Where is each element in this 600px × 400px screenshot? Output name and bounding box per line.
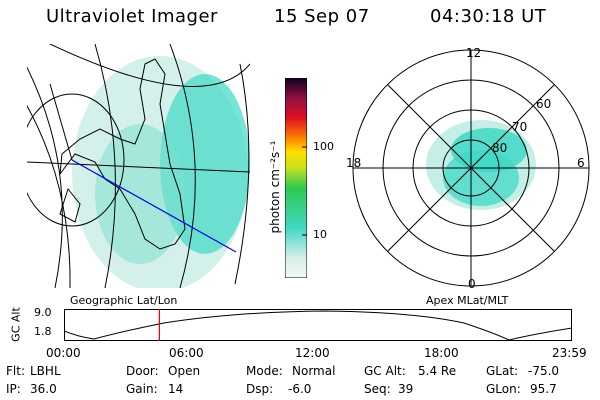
terminator-line <box>71 159 237 253</box>
apex-caption: Apex MLat/MLT <box>426 294 509 307</box>
glat-value: -75.0 <box>528 364 560 378</box>
timeline-xtick-0600: 06:00 <box>169 346 204 360</box>
time-label: 04:30:18 UT <box>430 6 547 27</box>
colorbar-tick-100: 100 <box>313 140 334 153</box>
timeline-ylabel: GC Alt <box>9 307 23 342</box>
dsp-value: -6.0 <box>288 382 312 396</box>
gain-value: 14 <box>168 382 184 396</box>
timeline-ytick-low: 1.8 <box>34 325 52 338</box>
geographic-caption: Geographic Lat/Lon <box>70 294 178 307</box>
mode-value: Normal <box>292 364 336 378</box>
dsp-label: Dsp: <box>246 382 274 396</box>
graticule-lines <box>27 44 250 288</box>
timeline-xtick-0000: 00:00 <box>46 346 81 360</box>
continent-outline <box>59 58 186 250</box>
flt-label: Flt: <box>6 364 25 378</box>
mlat-label-80: 80 <box>492 141 508 155</box>
colorbar <box>285 78 307 278</box>
timeline-xtick-1200: 12:00 <box>295 346 330 360</box>
mlt-label-18: 18 <box>346 156 362 170</box>
mlt-label-6: 6 <box>577 156 585 170</box>
altitude-timeline <box>64 309 572 341</box>
mlt-label-0: 0 <box>468 277 476 291</box>
instrument-title: Ultraviolet Imager <box>46 6 218 27</box>
timeline-xtick-2359: 23:59 <box>552 346 587 360</box>
mlat-label-60: 60 <box>536 97 552 111</box>
timeline-ytick-high: 9.0 <box>34 306 52 319</box>
gc-alt-value: 5.4 Re <box>418 364 457 378</box>
gain-label: Gain: <box>126 382 158 396</box>
ip-value: 36.0 <box>30 382 57 396</box>
ip-label: IP: <box>6 382 21 396</box>
glat-label: GLat: <box>486 364 519 378</box>
seq-label: Seq: <box>364 382 391 396</box>
altitude-curve <box>64 310 572 341</box>
timeline-xtick-1800: 18:00 <box>424 346 459 360</box>
door-value: Open <box>168 364 201 378</box>
glon-label: GLon: <box>486 382 521 396</box>
glon-value: 95.7 <box>530 382 557 396</box>
geographic-map <box>27 44 250 288</box>
colorbar-tick-10: 10 <box>313 228 327 241</box>
colorbar-label: photon cm⁻²s⁻¹ <box>268 140 282 234</box>
mlat-label-70: 70 <box>512 120 528 134</box>
polar-plot <box>352 49 590 287</box>
door-label: Door: <box>126 364 159 378</box>
date-label: 15 Sep 07 <box>274 6 370 27</box>
seq-value: 39 <box>398 382 414 396</box>
latitude-circle <box>27 93 125 227</box>
flt-value: LBHL <box>30 364 61 378</box>
mlt-label-12: 12 <box>466 46 482 60</box>
mode-label: Mode: <box>246 364 283 378</box>
gc-alt-label: GC Alt: <box>364 364 406 378</box>
